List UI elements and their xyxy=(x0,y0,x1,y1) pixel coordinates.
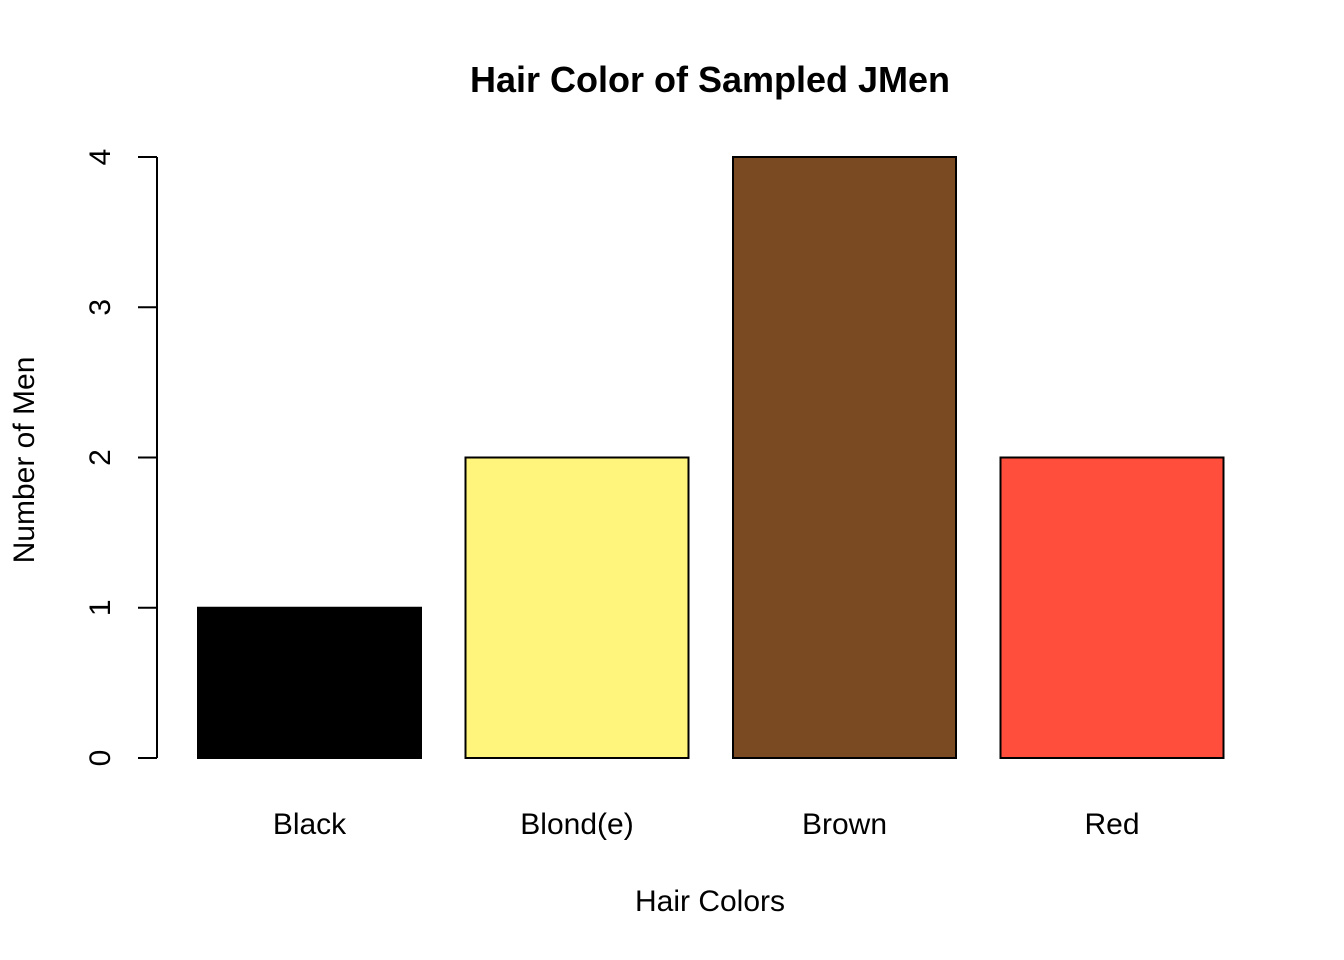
y-axis-label: Number of Men xyxy=(8,357,41,564)
x-tick-label-2: Brown xyxy=(802,808,887,841)
x-tick-labels: Black Blond(e) Brown Red xyxy=(273,808,1140,841)
x-tick-label-3: Red xyxy=(1084,808,1139,841)
bar-black xyxy=(197,606,422,759)
y-tick-label-2: 2 xyxy=(84,449,117,466)
y-tick-label-0: 0 xyxy=(84,750,117,767)
bar-red xyxy=(999,456,1225,759)
y-axis: 0 1 2 3 4 xyxy=(84,149,158,767)
y-tick-label-4: 4 xyxy=(84,149,117,166)
x-tick-label-1: Blond(e) xyxy=(520,808,633,841)
x-tick-label-0: Black xyxy=(273,808,347,841)
y-tick-label-1: 1 xyxy=(84,599,117,616)
y-tick-label-3: 3 xyxy=(84,299,117,316)
bar-brown xyxy=(732,156,957,759)
bars-group xyxy=(197,156,1225,759)
x-axis-label: Hair Colors xyxy=(635,885,785,918)
chart-title: Hair Color of Sampled JMen xyxy=(470,59,950,100)
bar-blond-e xyxy=(464,456,690,759)
